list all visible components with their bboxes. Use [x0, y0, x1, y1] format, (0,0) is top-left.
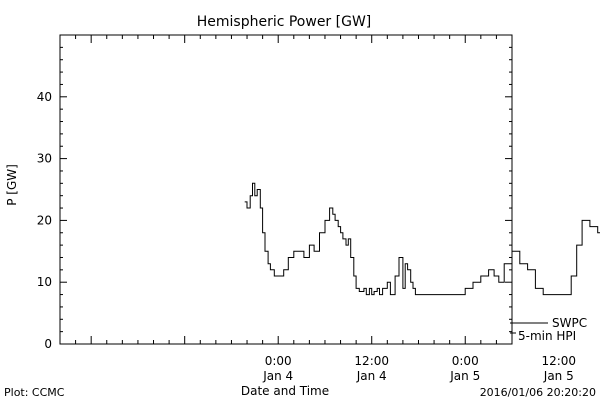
x-tick-date-label: Jan 5	[449, 369, 480, 383]
legend: SWPC 5-min HPI	[510, 316, 587, 343]
x-tick-time-label: 0:00	[265, 354, 292, 368]
legend-label-hpi: 5-min HPI	[518, 329, 576, 343]
legend-label-swpc: SWPC	[552, 316, 587, 330]
x-tick-time-label: 0:00	[452, 354, 479, 368]
x-tick-date-label: Jan 5	[543, 369, 574, 383]
x-tick-date-label: Jan 4	[356, 369, 387, 383]
y-tick-label: 30	[37, 152, 52, 166]
plot-border	[60, 35, 512, 344]
x-axis-label: Date and Time	[241, 384, 329, 398]
y-tick-label: 10	[37, 275, 52, 289]
plot-area	[60, 35, 512, 344]
chart-title: Hemispheric Power [GW]	[197, 14, 372, 30]
x-tick-time-label: 12:00	[541, 354, 576, 368]
footer-credit: Plot: CCMC	[4, 386, 65, 399]
y-tick-label: 40	[37, 90, 52, 104]
x-tick-time-label: 12:00	[354, 354, 389, 368]
y-axis: 0 10 20 30 40	[37, 35, 512, 351]
series-line-5-min-hpi	[245, 66, 600, 295]
y-tick-label: 0	[44, 337, 52, 351]
series-layer	[245, 0, 600, 295]
x-tick-date-label: Jan 4	[262, 369, 293, 383]
y-axis-label: P [GW]	[5, 164, 19, 206]
y-tick-label: 20	[37, 213, 52, 227]
footer-timestamp: 2016/01/06 20:20:20	[480, 386, 596, 399]
